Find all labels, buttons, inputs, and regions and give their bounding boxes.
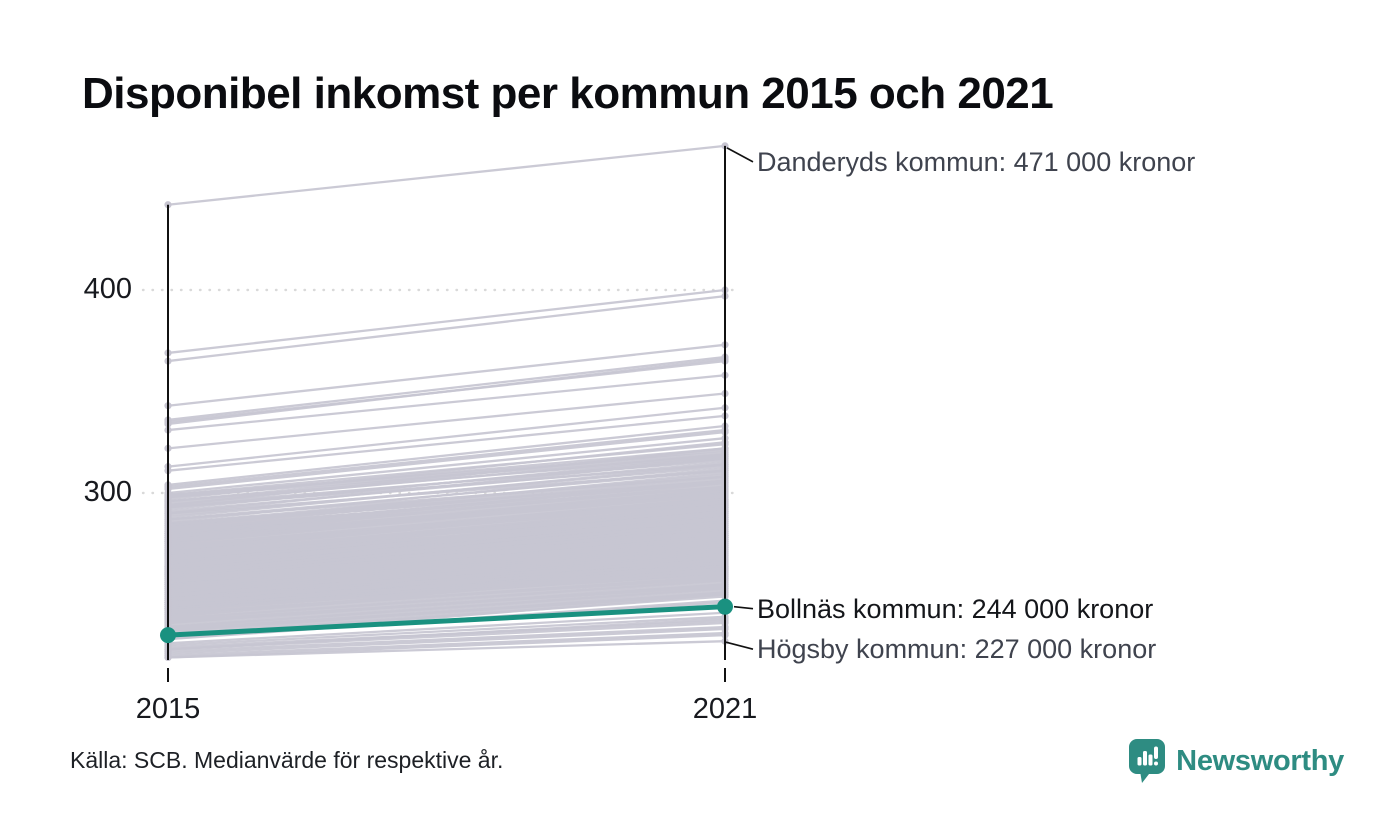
page-title: Disponibel inkomst per kommun 2015 och 2… bbox=[82, 69, 1054, 118]
background-slope-line bbox=[167, 406, 726, 468]
background-slope-line bbox=[167, 542, 726, 596]
background-slope-line bbox=[167, 615, 726, 647]
background-slope-line bbox=[167, 469, 726, 515]
background-slope-line bbox=[167, 451, 726, 497]
source-note: Källa: SCB. Medianvärde för respektive å… bbox=[70, 747, 504, 773]
x-axis-label-2021: 2021 bbox=[692, 693, 758, 725]
background-slope-line bbox=[167, 392, 726, 450]
background-slope-line bbox=[167, 374, 726, 432]
background-slope-line bbox=[167, 497, 726, 551]
annotation-connector bbox=[733, 605, 754, 610]
background-slope-line bbox=[167, 536, 726, 590]
highlight-endpoint-dot bbox=[160, 627, 176, 644]
background-slope-line bbox=[167, 579, 726, 621]
newsworthy-logo-icon bbox=[1129, 739, 1166, 783]
background-slope-line bbox=[167, 294, 726, 363]
background-slope-line bbox=[167, 625, 726, 653]
background-slope-line bbox=[167, 455, 726, 503]
background-slope-line bbox=[167, 627, 726, 655]
background-slope-line bbox=[167, 640, 726, 659]
background-slope-line bbox=[167, 526, 726, 580]
annotation-connector bbox=[726, 147, 754, 163]
background-slope-line bbox=[167, 357, 726, 426]
background-slope-line bbox=[167, 471, 726, 527]
background-slope-line bbox=[167, 558, 726, 596]
background-slope-line bbox=[167, 144, 726, 206]
background-slope-line bbox=[167, 510, 726, 568]
background-slope-line bbox=[167, 459, 726, 507]
background-slope-line bbox=[167, 343, 726, 407]
background-slope-line bbox=[167, 566, 726, 618]
background-slope-line bbox=[167, 463, 726, 509]
background-slope-line bbox=[167, 587, 726, 629]
y-axis-tick-label-300: 300 bbox=[83, 476, 132, 508]
background-slope-line bbox=[167, 593, 726, 631]
background-slope-line bbox=[167, 546, 726, 600]
y-axis-tick-label-400: 400 bbox=[83, 273, 132, 305]
background-slope-line bbox=[167, 288, 726, 355]
background-slope-line bbox=[167, 428, 726, 489]
background-slope-line bbox=[167, 564, 726, 600]
background-slope-line bbox=[167, 534, 726, 588]
background-slope-line bbox=[167, 424, 726, 487]
background-slope-line bbox=[167, 489, 726, 543]
background-slope-line bbox=[167, 512, 726, 570]
background-slope-line bbox=[167, 617, 726, 651]
background-slope-line bbox=[167, 479, 726, 535]
background-slope-line bbox=[167, 631, 726, 657]
annotation-connector bbox=[725, 641, 754, 650]
background-slope-line bbox=[167, 540, 726, 594]
background-slope-line bbox=[167, 355, 726, 422]
background-slope-line bbox=[167, 453, 726, 499]
annotation-bollnas: Bollnäs kommun: 244 000 kronor bbox=[757, 594, 1154, 624]
background-slope-line bbox=[167, 516, 726, 576]
background-slope-line bbox=[167, 538, 726, 592]
background-slope-line bbox=[167, 520, 726, 578]
background-slope-line bbox=[167, 558, 726, 610]
background-slope-line bbox=[167, 585, 726, 623]
background-slope-line bbox=[167, 532, 726, 584]
background-slope-line bbox=[167, 577, 726, 614]
newsworthy-branding: Newsworthy bbox=[1128, 738, 1344, 784]
background-slope-line bbox=[167, 504, 726, 562]
highlight-slope-line bbox=[167, 604, 726, 638]
background-slope-line bbox=[167, 611, 726, 645]
newsworthy-wordmark: Newsworthy bbox=[1176, 744, 1344, 777]
background-slope-line bbox=[167, 437, 726, 495]
background-slope-line bbox=[167, 530, 726, 582]
annotation-hogsby: Högsby kommun: 227 000 kronor bbox=[757, 634, 1157, 664]
background-slope-line bbox=[167, 481, 726, 539]
background-slope-line bbox=[167, 430, 726, 491]
slope-endpoint-dot bbox=[164, 201, 172, 209]
highlight-endpoint-dot bbox=[717, 598, 733, 615]
x-axis-label-2015: 2015 bbox=[135, 693, 201, 725]
annotation-danderyd: Danderyds kommun: 471 000 kronor bbox=[757, 147, 1196, 177]
background-slope-line bbox=[167, 414, 726, 472]
